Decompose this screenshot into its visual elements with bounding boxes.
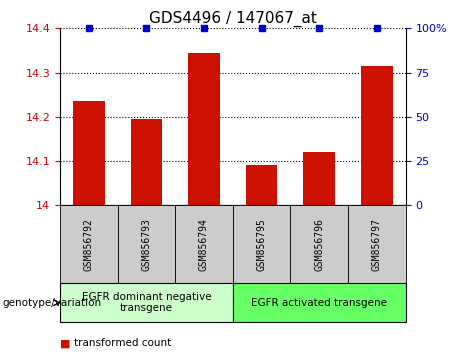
- Text: EGFR activated transgene: EGFR activated transgene: [251, 298, 387, 308]
- Bar: [175, 205, 233, 283]
- Text: GSM856795: GSM856795: [257, 218, 266, 271]
- Text: EGFR dominant negative
transgene: EGFR dominant negative transgene: [82, 292, 211, 314]
- Text: GSM856793: GSM856793: [142, 218, 151, 271]
- Bar: [361, 66, 393, 205]
- Bar: [130, 119, 162, 205]
- Bar: [60, 283, 233, 322]
- Bar: [246, 165, 278, 205]
- Text: ■: ■: [60, 338, 71, 348]
- Text: GSM856797: GSM856797: [372, 218, 382, 271]
- Title: GDS4496 / 147067_at: GDS4496 / 147067_at: [149, 11, 317, 27]
- Bar: [348, 205, 406, 283]
- Bar: [118, 205, 175, 283]
- Bar: [233, 205, 290, 283]
- Bar: [60, 205, 118, 283]
- Text: GSM856792: GSM856792: [84, 218, 94, 271]
- Bar: [290, 205, 348, 283]
- Bar: [188, 53, 220, 205]
- Bar: [303, 152, 335, 205]
- Text: GSM856796: GSM856796: [314, 218, 324, 271]
- Bar: [73, 101, 105, 205]
- Text: GSM856794: GSM856794: [199, 218, 209, 271]
- Text: genotype/variation: genotype/variation: [2, 298, 101, 308]
- Bar: [233, 283, 406, 322]
- Text: transformed count: transformed count: [74, 338, 171, 348]
